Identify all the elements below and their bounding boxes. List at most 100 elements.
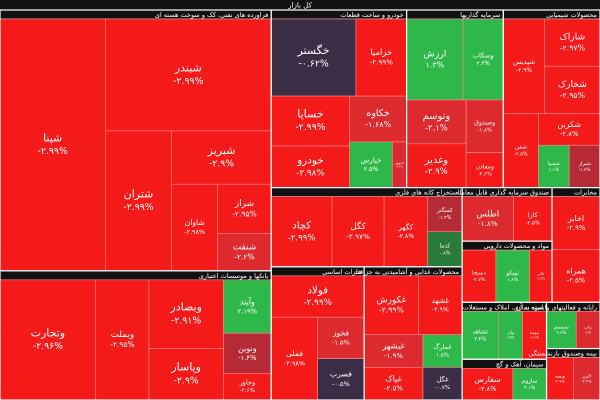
- tile-label: شبندر: [174, 61, 202, 74]
- tile-label: همراه: [566, 267, 586, 276]
- tile: [406, 143, 467, 188]
- tile-change: -۲.۷%: [473, 277, 486, 283]
- sector-name: رایانه و فعالیتهای وابسته به آن: [515, 302, 597, 311]
- tile-change: -۲.۵%: [514, 152, 528, 158]
- title-bar: [0, 0, 600, 10]
- tile-change: -۱.۸%: [478, 127, 492, 133]
- tile: [461, 311, 499, 360]
- tile: [465, 152, 504, 188]
- tile: [503, 18, 546, 114]
- tile-label: شخارک: [558, 79, 587, 90]
- tile-label: وآیند: [240, 296, 255, 306]
- tile-change: -۱.۹%: [384, 352, 403, 360]
- tile-label: سیستم: [554, 324, 569, 330]
- tile-label: ارزش: [423, 48, 446, 59]
- tile-change: ۱.۵%: [506, 336, 515, 340]
- tile-label: غبشهر: [381, 341, 405, 351]
- tile: [544, 18, 600, 67]
- sector-name: بیمه وصندوق بازنشستگی: [528, 350, 597, 358]
- tile-label: ثشاهد: [473, 329, 489, 336]
- tile-label: اطلس: [476, 209, 499, 219]
- tile-change: ۲.۱۹%: [238, 307, 258, 315]
- tile-label: کگهر: [397, 222, 413, 231]
- tile: [522, 311, 547, 360]
- sector-name: محصولات شیمیایی: [546, 11, 597, 19]
- tile-change: -۱.۸%: [478, 219, 498, 228]
- tile: [270, 316, 319, 400]
- tile-label: وصندوق: [474, 120, 495, 127]
- tile-change: -۲.۹%: [516, 68, 532, 74]
- tile-label: ثنوسا: [530, 330, 539, 335]
- tile: [317, 316, 365, 359]
- tile: [406, 18, 464, 101]
- tile-change: -۲.۸%: [478, 385, 497, 393]
- tile-change: ۱.۱%: [549, 167, 559, 173]
- tile-change: ۱.۸%: [507, 277, 519, 283]
- tile: [406, 99, 467, 145]
- tile-label: وپاسار: [170, 361, 201, 374]
- tile-label: کگل: [350, 221, 366, 232]
- tile: [495, 249, 530, 303]
- tile-change: -۱.۴%: [238, 354, 257, 362]
- tile: [546, 311, 577, 349]
- tile-change: -۲.۶%: [478, 171, 492, 177]
- tile-change: -۲.۹۷%: [560, 44, 585, 53]
- tile-change: -۲.۹۹%: [295, 122, 325, 133]
- tile-label: البرز: [581, 375, 591, 380]
- tile-label: خودرو: [296, 155, 323, 167]
- tile: [317, 358, 365, 400]
- tile-change: -۱.۵%: [332, 339, 350, 347]
- sector-name: مواد و محصولات دارویی: [483, 242, 549, 250]
- tile-change: -۲.۹۹%: [123, 202, 153, 213]
- tile-change: -۲.۹۸%: [184, 228, 205, 236]
- tile: [270, 18, 357, 97]
- tile: [465, 99, 504, 153]
- sector-name: محصولات غذایی و آشامیدنی به جز قند: [355, 267, 460, 276]
- tile-label: وخاور: [238, 379, 255, 387]
- tile-label: شنفت: [233, 242, 256, 252]
- tile-label: خپارس: [361, 155, 382, 164]
- tile-change: ۲.۱%: [524, 385, 536, 391]
- tile: [427, 196, 463, 233]
- tile-change: -۱.۲%: [438, 215, 452, 221]
- tile: [568, 144, 600, 188]
- tile: [223, 279, 272, 334]
- tile: [363, 275, 419, 335]
- tile-label: شبریز: [207, 144, 236, 157]
- tile: [223, 332, 272, 374]
- tile-label: رتاپ: [584, 325, 592, 330]
- sector-name: فلزات اساسی: [322, 268, 361, 276]
- tile-label: تیپیکو: [505, 269, 519, 276]
- tile-change: -۲.۹%: [567, 224, 586, 232]
- tile-label: غگل: [437, 376, 450, 384]
- tile-label: وسکاب: [473, 51, 494, 59]
- tile: [498, 311, 523, 360]
- tile: [270, 196, 333, 268]
- tile-label: غشهد: [432, 296, 450, 305]
- tile-change: -۲.۶%: [530, 336, 540, 340]
- tile-change: -۲.۹۹%: [173, 76, 203, 87]
- tile: [538, 144, 570, 188]
- tile: [0, 279, 97, 400]
- sector-name: سرمایه گذاریها: [460, 11, 500, 19]
- tile: [95, 279, 150, 400]
- tile-label: شراز: [234, 199, 254, 209]
- tile: [349, 95, 407, 143]
- tile: [551, 249, 600, 303]
- tile-change: -۲.۹۷%: [346, 232, 370, 241]
- tile-label: خموتور: [394, 161, 404, 165]
- tile-label: شکربن: [557, 120, 581, 129]
- tile-change: -۰.۶۲%: [298, 59, 328, 70]
- tile-change: ۲.۴%: [477, 61, 491, 67]
- tile-label: خکاوه: [366, 108, 390, 119]
- tile-label: وآذر: [506, 330, 514, 335]
- tile-label: شاراک: [560, 32, 586, 43]
- tile-label: وبملت: [111, 330, 135, 340]
- tile-label: شسپا: [548, 161, 560, 167]
- tile-change: -۲.۹۱%: [171, 315, 201, 326]
- tile: [538, 113, 600, 146]
- tile-label: کمنگنز: [436, 206, 453, 214]
- tile: [363, 334, 424, 368]
- tile: [349, 141, 393, 188]
- tile-change: -۲.۹۹%: [303, 298, 331, 308]
